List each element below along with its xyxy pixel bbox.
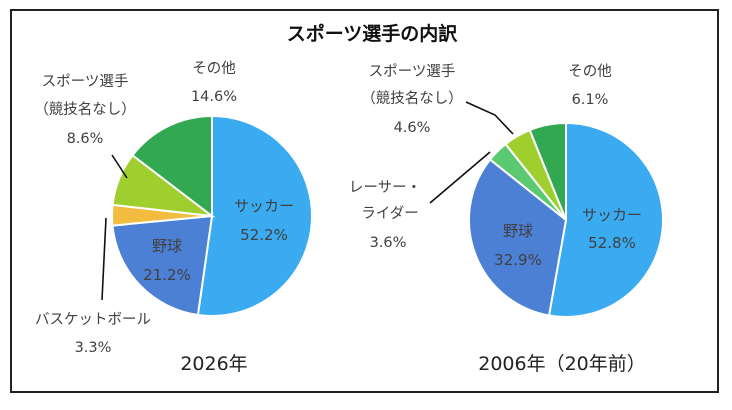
label-unnamed-2006-line2: （競技名なし）: [361, 90, 463, 107]
value-baseball-2026: 21.2%: [143, 266, 191, 284]
pie-slice-soccer-2026: [196, 114, 313, 317]
pie-2006: [468, 121, 665, 318]
value-baseball-2006: 32.9%: [494, 251, 542, 269]
value-other-2006: 6.1%: [572, 92, 609, 108]
leader-line: [429, 151, 491, 204]
label-racer-2006-line2: ライダー: [361, 205, 418, 222]
label-unnamed-2026-line2: （競技名なし）: [34, 101, 136, 118]
value-soccer-2006: 52.8%: [588, 234, 636, 252]
leader-line: [101, 217, 107, 301]
label-soccer-2006: サッカー: [582, 206, 642, 224]
value-unnamed-2026: 8.6%: [67, 131, 104, 147]
pie-2026: [111, 114, 313, 317]
pie-slice-soccer-2006: [547, 121, 665, 318]
label-other-2006: その他: [568, 63, 612, 80]
label-basketball-2026: バスケットボール: [35, 311, 151, 328]
value-soccer-2026: 52.2%: [240, 226, 288, 244]
caption-2026: 2026年: [180, 353, 247, 375]
label-unnamed-2006-line1: スポーツ選手: [369, 63, 456, 80]
label-unnamed-2026-line1: スポーツ選手: [42, 73, 129, 90]
label-soccer-2026: サッカー: [234, 197, 294, 215]
label-baseball-2006: 野球: [503, 222, 533, 240]
chart-title: スポーツ選手の内訳: [287, 22, 459, 45]
value-unnamed-2006: 4.6%: [394, 120, 431, 136]
pie-slice-other-2026: [131, 114, 213, 219]
pie-slice-baseball-2026: [111, 214, 214, 317]
value-racer-2006: 3.6%: [370, 235, 407, 251]
label-racer-2006-line1: レーサー・: [349, 180, 421, 196]
leader-line: [465, 101, 514, 135]
caption-2006: 2006年（20年前）: [478, 353, 646, 375]
value-other-2026: 14.6%: [191, 89, 237, 105]
leader-line: [111, 154, 128, 179]
pie-slice-other-2006: [528, 121, 567, 221]
pie-slice-baseball-2006: [468, 158, 568, 317]
label-other-2026: その他: [192, 60, 236, 77]
label-baseball-2026: 野球: [152, 237, 182, 255]
value-basketball-2026: 3.3%: [75, 340, 112, 356]
